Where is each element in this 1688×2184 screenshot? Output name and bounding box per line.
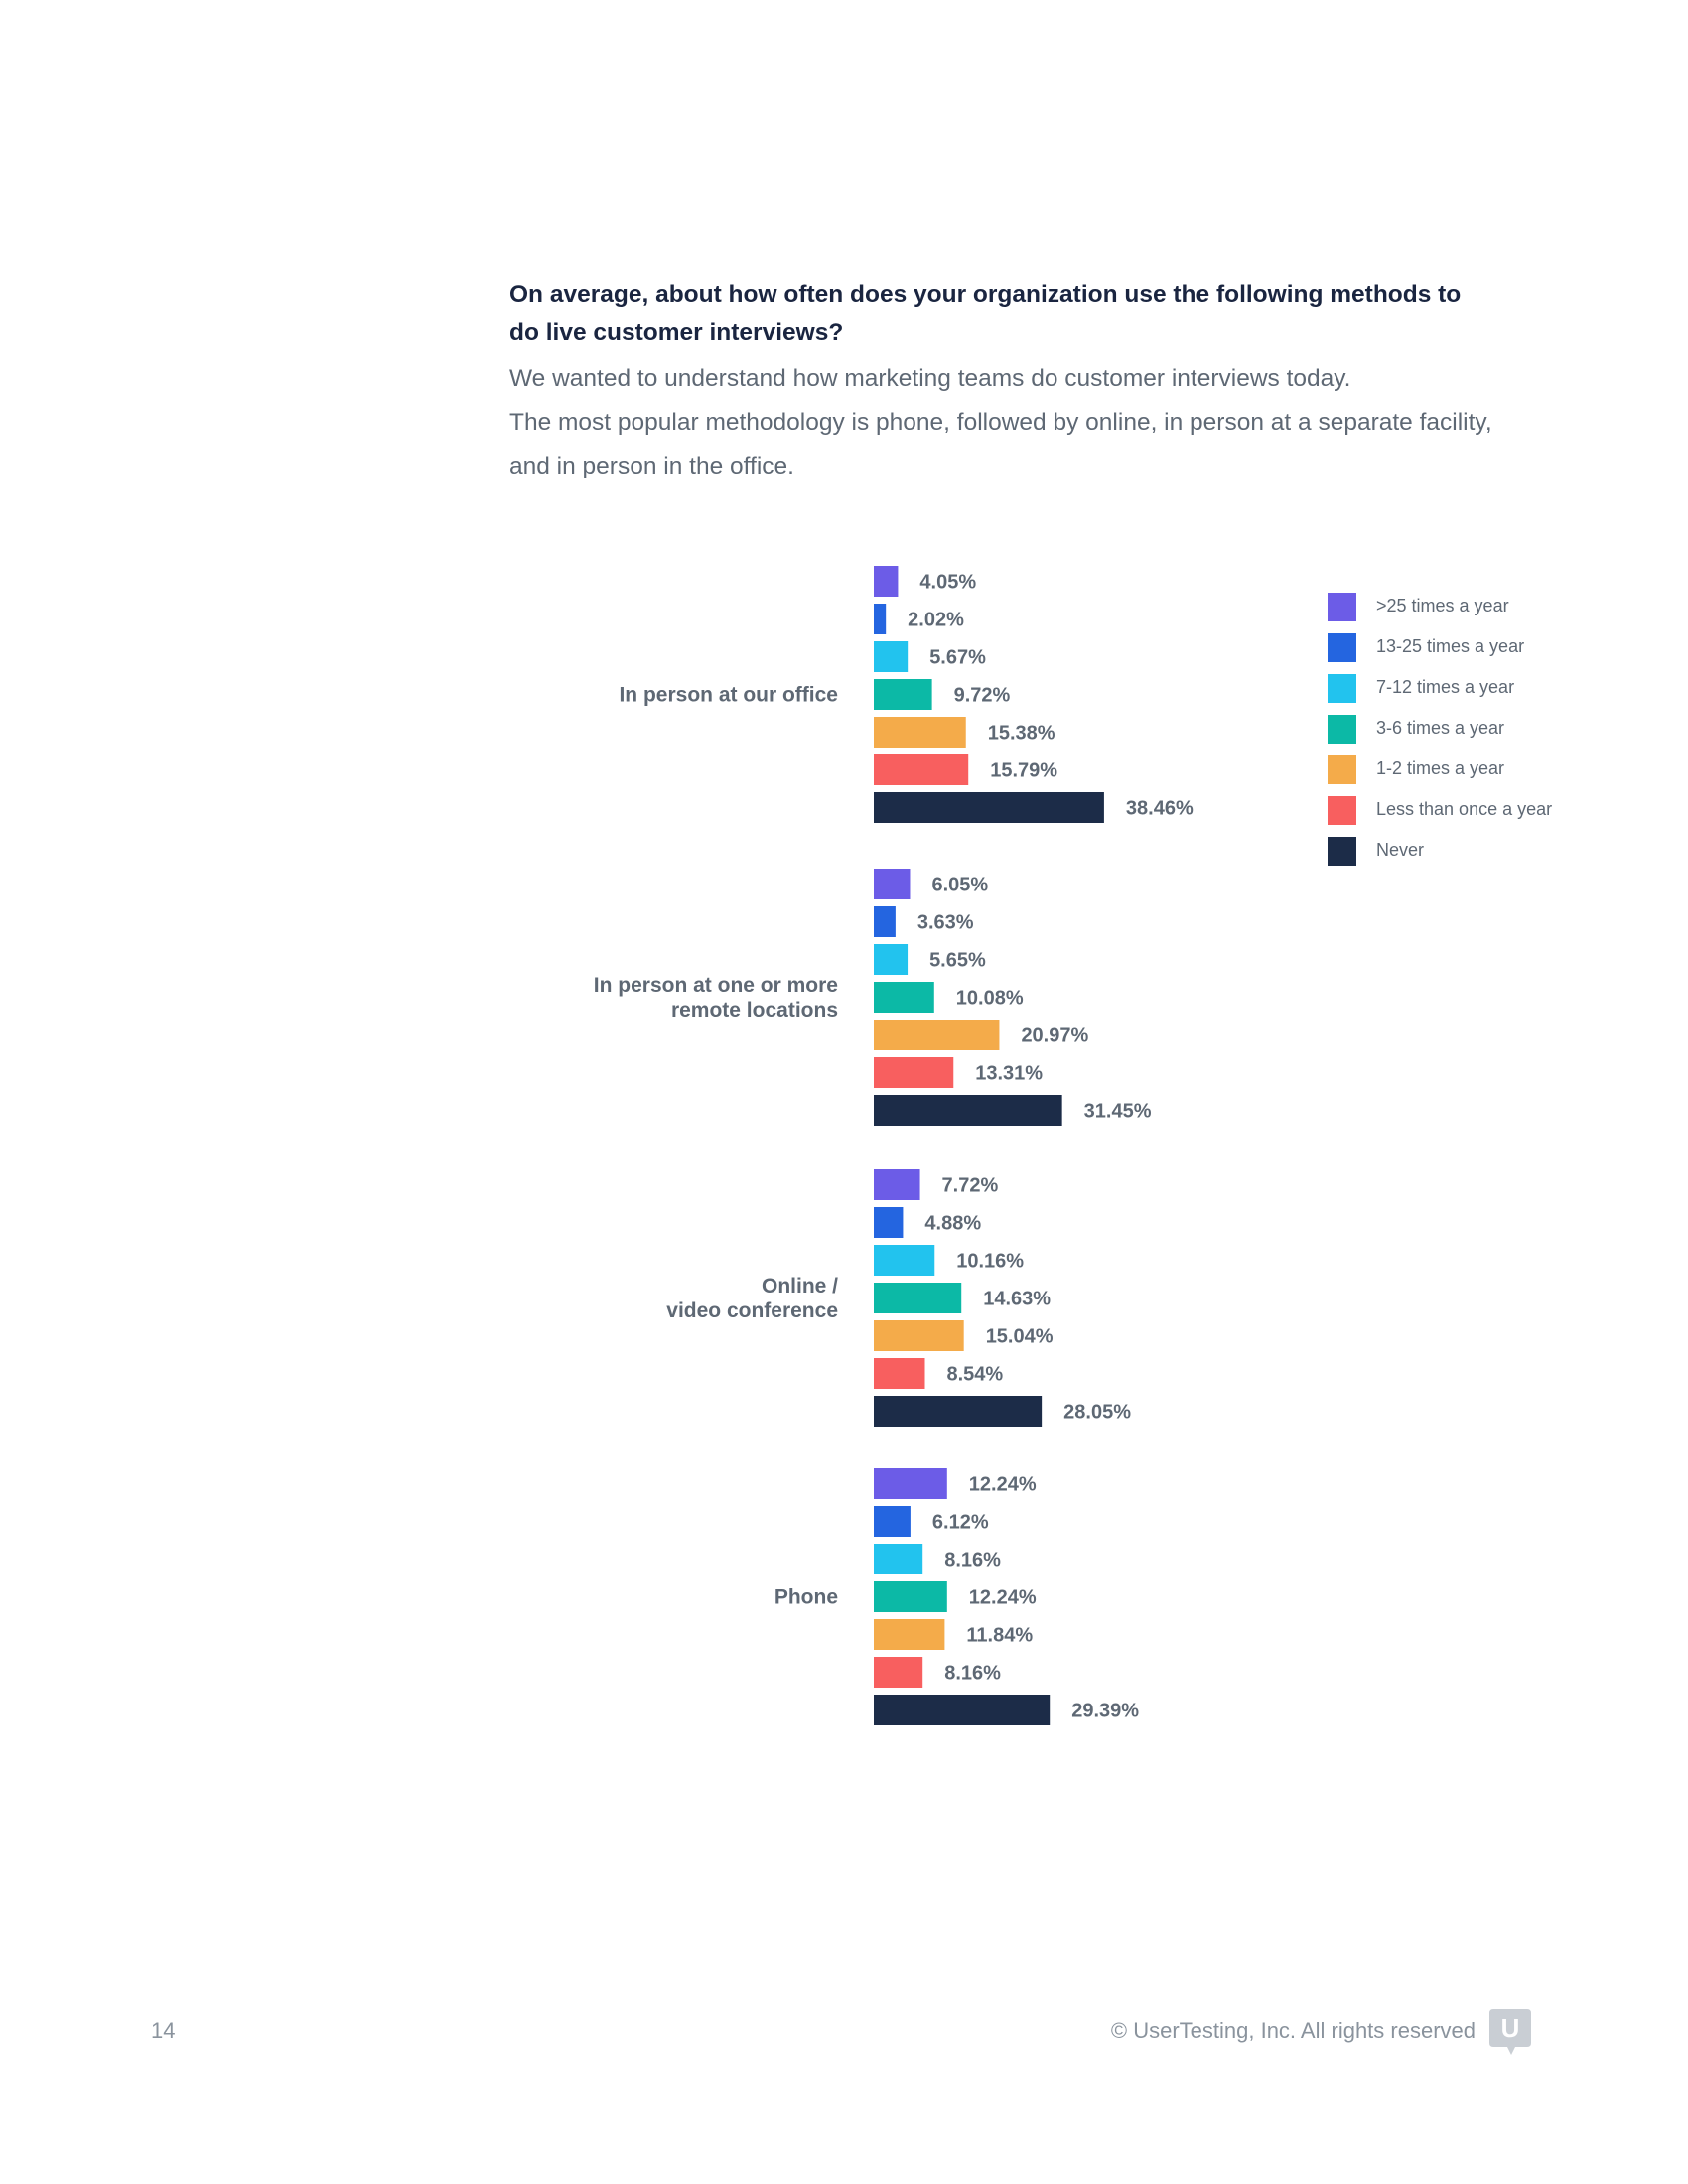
data-label: 20.97% <box>1021 1025 1088 1047</box>
bar-3-6-times-a-year <box>874 679 932 710</box>
bar-never <box>874 792 1104 823</box>
legend-swatch <box>1328 715 1356 744</box>
data-label: 14.63% <box>983 1289 1051 1310</box>
category-label-line: Online / <box>762 1275 838 1297</box>
data-label: 11.84% <box>966 1625 1033 1647</box>
logo-letter: U <box>1501 2013 1520 2043</box>
legend-swatch <box>1328 837 1356 866</box>
question-description: We wanted to understand how marketing te… <box>509 357 1502 488</box>
data-label: 15.04% <box>986 1326 1054 1348</box>
data-label: 4.88% <box>924 1213 981 1235</box>
bar-3-6-times-a-year <box>874 1283 962 1313</box>
data-label: 8.54% <box>946 1364 1003 1386</box>
legend-label: Less than once a year <box>1376 799 1553 819</box>
bar-less-than-once-a-year <box>874 1057 954 1088</box>
bar-never <box>874 1396 1043 1427</box>
data-label: 29.39% <box>1071 1701 1139 1722</box>
bar-3-6-times-a-year <box>874 982 934 1013</box>
data-label: 4.05% <box>919 572 976 594</box>
legend-swatch <box>1328 755 1356 784</box>
data-label: 28.05% <box>1063 1402 1131 1424</box>
data-label: 6.05% <box>931 875 988 896</box>
bar-1-2-times-a-year <box>874 717 966 748</box>
data-label: 15.79% <box>990 760 1057 782</box>
category-label: Online / video conference <box>666 1275 838 1322</box>
bar-less-than-once-a-year <box>874 754 969 785</box>
bar-never <box>874 1695 1051 1725</box>
legend-swatch <box>1328 674 1356 703</box>
category-label: In person at our office <box>619 684 838 707</box>
bar-25-times-a-year <box>874 869 911 899</box>
bar-never <box>874 1095 1062 1126</box>
data-label: 12.24% <box>969 1474 1037 1496</box>
description-line-1: We wanted to understand how marketing te… <box>509 365 1351 392</box>
data-label: 5.65% <box>929 950 986 972</box>
data-label: 12.24% <box>969 1587 1037 1609</box>
bar-1-2-times-a-year <box>874 1020 1000 1050</box>
bar-13-25-times-a-year <box>874 604 887 634</box>
category-label-line: video conference <box>666 1299 838 1322</box>
bar-less-than-once-a-year <box>874 1657 923 1688</box>
data-label: 10.08% <box>956 988 1024 1010</box>
legend-label: >25 times a year <box>1376 596 1509 615</box>
bar-7-12-times-a-year <box>874 641 909 672</box>
legend-label: 7-12 times a year <box>1376 677 1515 697</box>
copyright-notice: © UserTesting, Inc. All rights reserved <box>1110 2018 1476 2043</box>
data-label: 31.45% <box>1084 1101 1152 1123</box>
bar-25-times-a-year <box>874 566 899 597</box>
question-title: On average, about how often does your or… <box>509 281 1462 345</box>
data-label: 10.16% <box>956 1251 1024 1273</box>
category-label-line: remote locations <box>671 999 838 1022</box>
data-label: 15.38% <box>988 723 1055 745</box>
bar-less-than-once-a-year <box>874 1358 925 1389</box>
data-label: 13.31% <box>975 1063 1043 1085</box>
data-label: 6.12% <box>932 1512 989 1534</box>
category-label-line: In person at our office <box>619 684 838 707</box>
bar-7-12-times-a-year <box>874 1544 923 1574</box>
data-label: 38.46% <box>1126 798 1194 820</box>
page-number: 14 <box>151 2018 176 2043</box>
description-line-2: The most popular methodology is phone, f… <box>509 409 1492 479</box>
data-label: 3.63% <box>917 912 974 934</box>
bar-13-25-times-a-year <box>874 1207 904 1238</box>
category-label-line: In person at one or more <box>594 974 838 997</box>
bar-13-25-times-a-year <box>874 906 896 937</box>
legend-label: 1-2 times a year <box>1376 758 1505 778</box>
bar-25-times-a-year <box>874 1468 947 1499</box>
data-label: 9.72% <box>954 685 1011 707</box>
bar-13-25-times-a-year <box>874 1506 911 1537</box>
bar-25-times-a-year <box>874 1169 920 1200</box>
bar-7-12-times-a-year <box>874 944 909 975</box>
category-label-line: Phone <box>774 1586 838 1609</box>
bar-7-12-times-a-year <box>874 1245 935 1276</box>
data-label: 2.02% <box>908 610 964 631</box>
legend-label: Never <box>1376 840 1425 860</box>
bar-1-2-times-a-year <box>874 1320 964 1351</box>
legend-swatch <box>1328 633 1356 662</box>
data-label: 8.16% <box>944 1663 1001 1685</box>
legend-swatch <box>1328 796 1356 825</box>
legend-label: 3-6 times a year <box>1376 718 1505 738</box>
legend-swatch <box>1328 593 1356 621</box>
data-label: 5.67% <box>929 647 986 669</box>
category-label: In person at one or more remote locations <box>594 974 838 1022</box>
usertesting-logo-icon: U <box>1489 2009 1531 2055</box>
data-label: 7.72% <box>942 1175 999 1197</box>
legend-label: 13-25 times a year <box>1376 636 1525 656</box>
category-label: Phone <box>774 1586 838 1609</box>
bar-1-2-times-a-year <box>874 1619 945 1650</box>
bar-3-6-times-a-year <box>874 1581 947 1612</box>
data-label: 8.16% <box>944 1550 1001 1571</box>
